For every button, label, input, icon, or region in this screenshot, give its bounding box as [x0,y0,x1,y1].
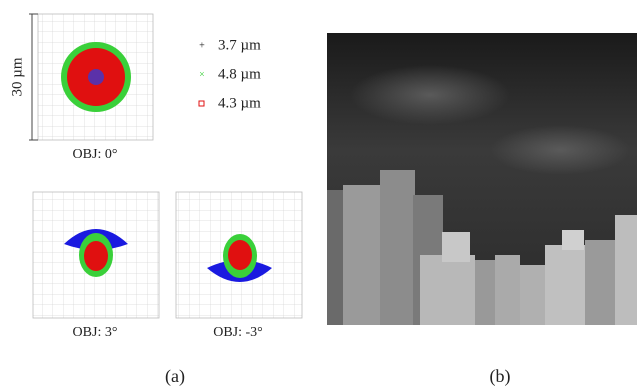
cloud [350,65,510,125]
panel-label: (a) [165,366,185,387]
legend-label: 4.8 µm [218,66,261,82]
spot-diagram-3: OBJ: 3° [33,192,159,340]
legend-marker [199,101,204,106]
legend: + 3.7 µm × 4.8 µm 4.3 µm [199,37,261,111]
legend-label: 3.7 µm [218,37,261,53]
spot-diagram-0: 30 µm OBJ: 0° [9,14,153,162]
scale-label: 30 µm [9,57,25,96]
spot-diagram-m3: OBJ: -3° [176,192,302,340]
figure: 30 µm OBJ: 0° + 3.7 µm × 4.8 µm 4.3 µm O… [0,0,637,391]
spot-red [228,240,252,270]
spot-blue [88,69,104,85]
cloud [490,125,630,175]
panel-label: (b) [490,366,511,387]
legend-marker: + [199,40,205,51]
legend-marker: × [199,69,205,80]
spot-red [84,241,108,271]
spot-label: OBJ: -3° [213,325,263,340]
legend-label: 4.3 µm [218,95,261,111]
spot-label: OBJ: 0° [73,147,118,162]
spot-label: OBJ: 3° [73,325,118,340]
infrared-image [327,33,637,325]
